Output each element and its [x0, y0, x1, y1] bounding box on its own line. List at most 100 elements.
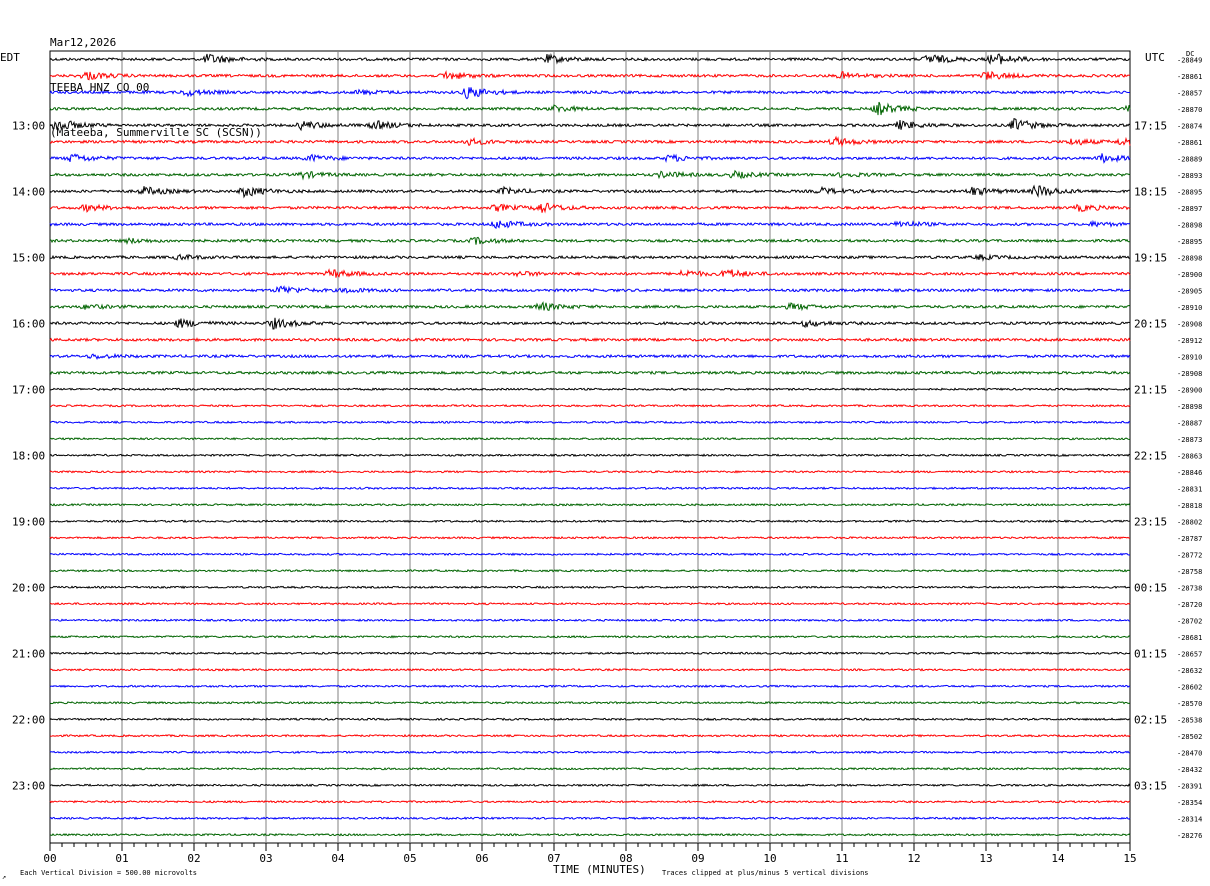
dc-offset-value: -28602: [1177, 683, 1202, 691]
left-timezone-label: EDT: [0, 51, 20, 64]
dc-offset-value: -28861: [1177, 139, 1202, 147]
seismic-trace: [49, 684, 1131, 689]
dc-offset-value: -28738: [1177, 584, 1202, 592]
dc-offset-value: -28898: [1177, 403, 1202, 411]
seismic-trace: [49, 370, 1131, 376]
seismic-trace: [49, 436, 1131, 441]
seismic-trace: [49, 717, 1131, 722]
right-time-label: 23:15: [1134, 515, 1167, 528]
left-time-label: 16:00: [12, 317, 45, 330]
right-time-label: 20:15: [1134, 317, 1167, 330]
dc-offset-value: -28908: [1177, 370, 1202, 378]
dc-label: DC: [1186, 50, 1194, 58]
dc-offset-value: -28846: [1177, 469, 1202, 477]
seismic-trace: [49, 135, 1131, 148]
dc-offset-value: -28681: [1177, 634, 1202, 642]
dc-offset-value: -28895: [1177, 238, 1202, 246]
left-time-label: 20:00: [12, 581, 45, 594]
seismic-trace: [49, 766, 1131, 771]
seismic-trace: [49, 700, 1131, 705]
seismic-trace: [49, 502, 1131, 507]
seismic-trace: [49, 236, 1131, 245]
dc-offset-value: -28538: [1177, 716, 1202, 724]
x-tick-label: 07: [547, 852, 560, 865]
seismic-trace: [49, 253, 1131, 262]
dc-offset-value: -28870: [1177, 106, 1202, 114]
dc-offset-value: -28910: [1177, 304, 1202, 312]
seismic-trace: [49, 519, 1131, 524]
dc-offset-value: -28314: [1177, 815, 1202, 823]
left-time-label: 15:00: [12, 251, 45, 264]
label-group: 00 01 02 03 04 05 06 07 08 09 10 11 12 13 14 15 13:00 14:…: [12, 56, 1202, 865]
x-tick-label: 09: [691, 852, 704, 865]
seismic-trace: [49, 352, 1131, 360]
footer-clip-note: Traces clipped at plus/minus 5 vertical …: [662, 869, 869, 877]
chart-station: TEEBA HNZ CO 00: [50, 81, 150, 94]
seismic-trace: [49, 169, 1131, 181]
dc-offset-value: -28908: [1177, 320, 1202, 328]
x-tick-label: 05: [403, 852, 416, 865]
chart-date: Mar12,2026: [50, 36, 117, 49]
dc-offset-value: -28893: [1177, 172, 1202, 180]
dc-offset-value: -28802: [1177, 518, 1202, 526]
left-time-label: 17:00: [12, 383, 45, 396]
x-tick-label: 01: [115, 852, 128, 865]
left-time-label: 22:00: [12, 713, 45, 726]
seismic-trace: [49, 118, 1131, 132]
seismic-trace: [49, 585, 1131, 590]
left-time-label: 18:00: [12, 449, 45, 462]
seismic-trace: [49, 733, 1131, 738]
x-tick-label: 06: [475, 852, 488, 865]
seismic-trace: [49, 601, 1131, 606]
seismic-trace: [49, 268, 1131, 278]
dc-offset-value: -28570: [1177, 700, 1202, 708]
chart-header: Mar12,2026 TEEBA HNZ CO 00 (Mateeba, Sum…: [50, 5, 262, 155]
dc-offset-value: -28912: [1177, 337, 1202, 345]
footer-scale-note: Each Vertical Division = 500.00 microvol…: [20, 869, 197, 877]
right-time-label: 22:15: [1134, 449, 1167, 462]
corner-arrow-icon: ↗: [2, 873, 6, 881]
dc-offset-value: -28849: [1177, 56, 1202, 64]
seismic-trace: [49, 387, 1131, 392]
left-time-label: 19:00: [12, 515, 45, 528]
seismic-trace: [49, 219, 1131, 229]
dc-offset-value: -28889: [1177, 155, 1202, 163]
right-time-label: 02:15: [1134, 713, 1167, 726]
x-tick-label: 15: [1123, 852, 1136, 865]
seismic-trace: [49, 618, 1131, 623]
x-tick-label: 04: [331, 852, 345, 865]
left-time-label: 14:00: [12, 185, 45, 198]
dc-offset-value: -28897: [1177, 205, 1202, 213]
dc-offset-value: -28861: [1177, 73, 1202, 81]
dc-offset-value: -28787: [1177, 535, 1202, 543]
seismic-trace: [49, 816, 1131, 821]
x-tick-label: 00: [43, 852, 56, 865]
dc-offset-value: -28632: [1177, 667, 1202, 675]
x-tick-label: 08: [619, 852, 632, 865]
dc-offset-value: -28898: [1177, 221, 1202, 229]
left-time-label: 23:00: [12, 779, 45, 792]
seismic-trace: [49, 301, 1131, 312]
seismic-trace: [49, 799, 1131, 804]
dc-offset-value: -28391: [1177, 782, 1202, 790]
left-time-label: 13:00: [12, 119, 45, 132]
dc-offset-value: -28702: [1177, 617, 1202, 625]
seismic-trace: [49, 568, 1131, 573]
dc-offset-value: -28354: [1177, 799, 1202, 807]
right-time-label: 01:15: [1134, 647, 1167, 660]
dc-offset-value: -28905: [1177, 287, 1202, 295]
dc-offset-value: -28887: [1177, 419, 1202, 427]
dc-offset-value: -28900: [1177, 386, 1202, 394]
right-time-label: 21:15: [1134, 383, 1167, 396]
dc-offset-value: -28895: [1177, 188, 1202, 196]
seismic-trace: [49, 453, 1131, 458]
seismic-trace: [49, 469, 1131, 474]
dc-offset-value: -28432: [1177, 766, 1202, 774]
x-tick-label: 14: [1051, 852, 1065, 865]
seismic-trace: [49, 153, 1131, 164]
x-tick-label: 13: [979, 852, 992, 865]
seismic-trace: [49, 651, 1131, 656]
seismic-trace: [49, 420, 1131, 425]
grid-lines: [49, 50, 1131, 851]
dc-offset-value: -28502: [1177, 733, 1202, 741]
